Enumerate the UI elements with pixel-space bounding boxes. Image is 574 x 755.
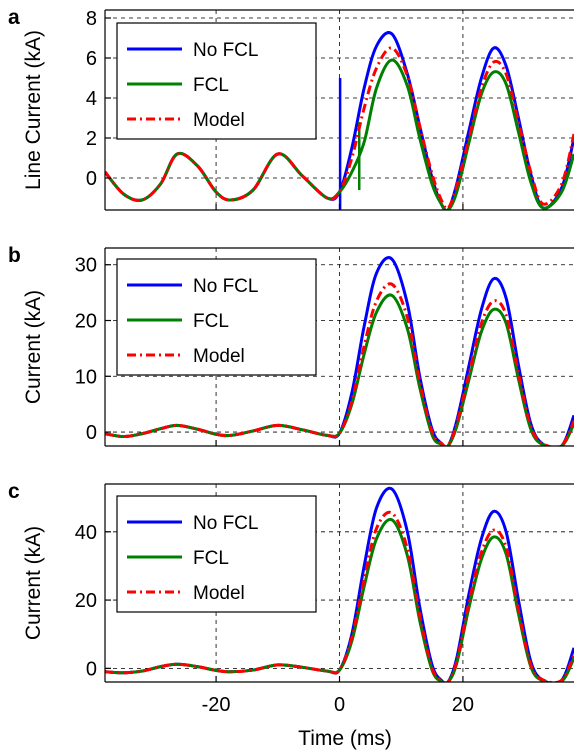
legend-label-fcl: FCL xyxy=(193,75,229,96)
series-line-model xyxy=(105,282,574,446)
y-tick-label: 0 xyxy=(86,422,97,444)
series-line-model xyxy=(105,510,574,682)
x-tick-label: 0 xyxy=(334,694,345,716)
panel-a: 0 2 4 6 8 Line Current (kA)a No FCL FCL Model xyxy=(8,6,574,211)
legend: No FCL FCL Model xyxy=(116,22,317,140)
x-tick-label: 20 xyxy=(452,694,474,716)
y-tick-label: 40 xyxy=(75,522,97,544)
series-group xyxy=(105,31,574,210)
y-axis-label: Line Current (kA) xyxy=(22,30,45,190)
legend-label-no-fcl: No FCL xyxy=(193,40,258,61)
y-axis-label: Current (kA) xyxy=(22,526,45,640)
panel-letter: c xyxy=(8,480,20,503)
y-tick-label: 20 xyxy=(75,590,97,612)
y-tick-label: 0 xyxy=(86,168,97,190)
panel-letter: b xyxy=(8,244,21,267)
legend-label-no-fcl: No FCL xyxy=(193,276,258,297)
panel-letter: a xyxy=(8,6,20,29)
x-axis-label: Time (ms) xyxy=(298,727,392,750)
y-tick-label: 8 xyxy=(86,8,97,30)
y-tick-label: 30 xyxy=(75,255,97,277)
series-line-model xyxy=(105,46,574,210)
y-tick-label: 0 xyxy=(86,658,97,680)
legend-label-model: Model xyxy=(193,346,245,367)
panel-b: 0 10 20 30 Current (kA)b No FCL FCL Model xyxy=(8,244,574,447)
legend: No FCL FCL Model xyxy=(116,258,317,376)
legend-label-fcl: FCL xyxy=(193,311,229,332)
y-tick-label: 4 xyxy=(86,88,97,110)
legend-label-no-fcl: No FCL xyxy=(193,513,258,534)
series-group xyxy=(105,256,574,446)
y-tick-label: 6 xyxy=(86,48,97,70)
y-axis-label: Current (kA) xyxy=(22,290,45,404)
series-group xyxy=(105,486,574,682)
panels: 0 2 4 6 8 Line Current (kA)a No FCL FCL Model 0 10… xyxy=(8,6,574,716)
x-tick-label: -20 xyxy=(202,694,231,716)
legend: No FCL FCL Model xyxy=(116,495,317,613)
panel-c: 0 20 40 -20 0 20 Current (kA)c No FCL FCL Model xyxy=(8,480,574,716)
y-tick-label: 2 xyxy=(86,128,97,150)
legend-label-model: Model xyxy=(193,110,245,131)
legend-label-model: Model xyxy=(193,583,245,604)
legend-label-fcl: FCL xyxy=(193,548,229,569)
y-tick-label: 10 xyxy=(75,366,97,388)
y-tick-label: 20 xyxy=(75,311,97,333)
